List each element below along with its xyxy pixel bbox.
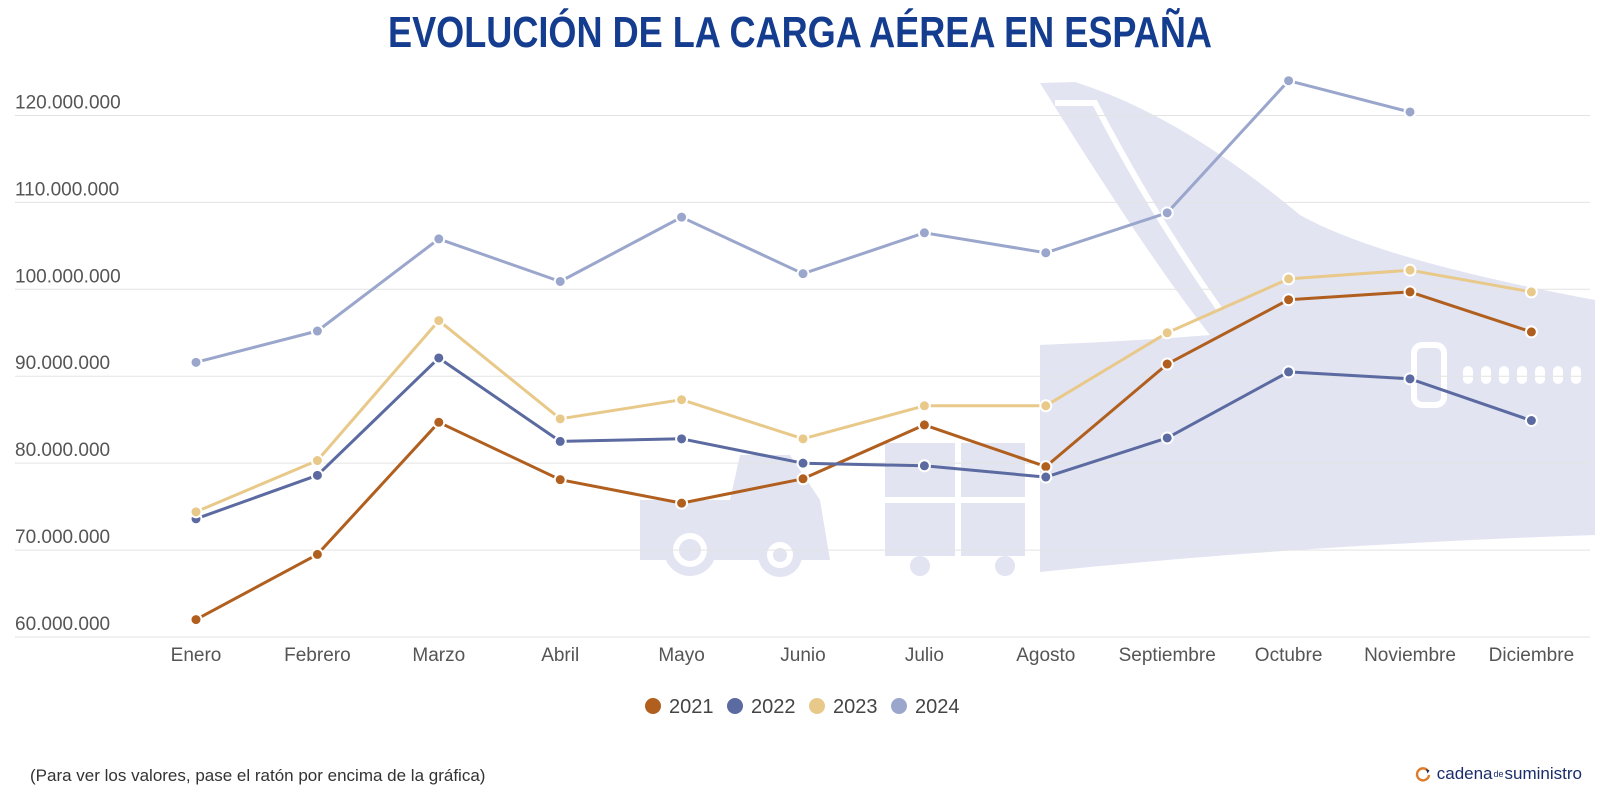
data-point-2021[interactable] [917,418,931,432]
y-tick-label: 120.000.000 [15,92,121,113]
x-tick-label: Agosto [1016,645,1075,666]
y-tick-label: 80.000.000 [15,440,110,461]
x-tick-label: Noviembre [1364,645,1456,666]
data-point-2024[interactable] [1039,246,1053,260]
data-point-2021[interactable] [1039,460,1053,474]
x-tick-label: Enero [171,645,222,666]
series-line-2022 [195,356,1532,521]
data-point-2021[interactable] [675,496,689,510]
data-point-2022[interactable] [553,434,567,448]
brand-mark-icon [1415,767,1430,782]
data-point-2024[interactable] [1403,105,1417,119]
brand-logo[interactable]: cadena de suministro [1415,764,1582,784]
data-point-2024[interactable] [1282,74,1296,88]
data-point-2022[interactable] [1524,414,1538,428]
y-axis-ticks: 60.000.000 70.000.000 80.000.000 90.000.000… [15,92,121,635]
data-point-2021[interactable] [1524,325,1538,339]
legend-label: 2021 [669,696,714,718]
data-point-2021[interactable] [553,473,567,487]
x-tick-label: Octubre [1255,645,1323,666]
data-point-2023[interactable] [432,314,446,328]
data-point-2024[interactable] [1160,206,1174,220]
data-point-2023[interactable] [1039,399,1053,413]
data-point-2022[interactable] [432,351,446,365]
x-tick-label: Marzo [412,645,465,666]
legend-marker [809,698,825,714]
data-point-2023[interactable] [310,454,324,468]
legend-label: 2022 [751,696,796,718]
x-tick-label: Febrero [284,645,351,666]
x-tick-label: Abril [541,645,579,666]
data-point-2021[interactable] [1282,293,1296,307]
data-point-2021[interactable] [310,547,324,561]
brand-text-1: cadena [1436,764,1493,783]
data-point-2021[interactable] [796,472,810,486]
chart-title: EVOLUCIÓN DE LA CARGA AÉREA EN ESPAÑA [388,8,1212,57]
y-tick-label: 90.000.000 [15,353,110,374]
x-tick-label: Julio [905,645,944,666]
legend-marker [727,698,743,714]
data-point-2024[interactable] [432,232,446,246]
data-point-2023[interactable] [796,432,810,446]
data-point-2023[interactable] [1524,285,1538,299]
legend-item-2021[interactable]: 2021 [645,696,714,718]
data-point-2021[interactable] [1160,357,1174,371]
watermark-windows [1463,366,1581,384]
data-point-2024[interactable] [675,210,689,224]
data-point-2024[interactable] [310,324,324,338]
x-axis-ticks: Enero Febrero Marzo Abril Mayo Junio Julio Agos… [171,645,1575,666]
data-point-2023[interactable] [189,505,203,519]
y-tick-label: 100.000.000 [15,266,121,287]
x-tick-label: Septiembre [1119,645,1216,666]
data-point-2021[interactable] [189,613,203,627]
series-line-2021 [195,290,1532,621]
x-tick-label: Diciembre [1489,645,1575,666]
data-point-2022[interactable] [1039,470,1053,484]
legend-item-2024[interactable]: 2024 [891,696,960,718]
y-tick-label: 70.000.000 [15,527,110,548]
footnote: (Para ver los valores, pase el ratón por… [30,766,486,785]
data-point-2022[interactable] [917,459,931,473]
data-point-2023[interactable] [675,393,689,407]
data-point-2024[interactable] [796,267,810,281]
data-point-2021[interactable] [432,415,446,429]
data-point-2023[interactable] [1160,326,1174,340]
x-tick-label: Mayo [658,645,704,666]
legend-item-2022[interactable]: 2022 [727,696,796,718]
y-tick-label: 110.000.000 [15,179,119,200]
data-point-2023[interactable] [1403,263,1417,277]
data-point-2022[interactable] [1403,372,1417,386]
data-point-2023[interactable] [1282,272,1296,286]
legend-marker [891,698,907,714]
legend-item-2023[interactable]: 2023 [809,696,878,718]
brand-text-2: de [1493,769,1504,779]
brand-text-3: suministro [1504,764,1582,783]
data-point-2022[interactable] [1160,431,1174,445]
data-point-2022[interactable] [1282,365,1296,379]
series-points[interactable] [189,74,1538,627]
data-point-2023[interactable] [917,399,931,413]
data-point-2021[interactable] [1403,285,1417,299]
y-tick-label: 60.000.000 [15,614,110,635]
airplane-cargo-watermark [640,82,1595,577]
legend-marker [645,698,661,714]
data-point-2024[interactable] [553,274,567,288]
x-tick-label: Junio [780,645,825,666]
legend-label: 2023 [833,696,878,718]
data-point-2023[interactable] [553,412,567,426]
data-point-2024[interactable] [917,226,931,240]
line-chart[interactable]: 60.000.000 70.000.000 80.000.000 90.000.000… [0,0,1600,760]
data-point-2022[interactable] [675,432,689,446]
legend-label: 2024 [915,696,960,718]
series-line-2023 [195,268,1532,514]
data-point-2022[interactable] [310,468,324,482]
legend[interactable]: 2021 2022 2023 2024 [645,696,960,718]
data-point-2022[interactable] [796,456,810,470]
data-point-2024[interactable] [189,355,203,369]
